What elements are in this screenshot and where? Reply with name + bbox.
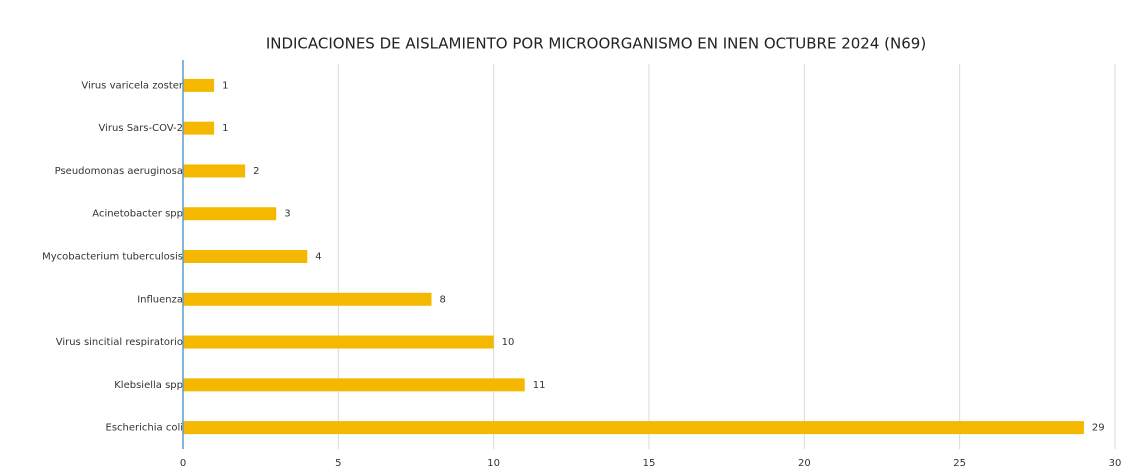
category-label: Escherichia coli: [106, 423, 184, 434]
x-tick-label: 15: [643, 458, 656, 469]
category-label: Virus varicela zoster: [81, 80, 184, 91]
x-tick-label: 5: [335, 458, 341, 469]
data-label: 3: [284, 209, 290, 220]
data-label: 4: [315, 252, 321, 263]
category-label: Influenza: [137, 294, 183, 305]
data-label: 10: [502, 337, 515, 348]
bar: [183, 292, 432, 306]
bar: [183, 421, 1084, 435]
category-label: Mycobacterium tuberculosis: [42, 252, 183, 263]
bar: [183, 164, 246, 178]
bar: [183, 335, 494, 349]
x-tick-label: 20: [798, 458, 811, 469]
bar: [183, 250, 308, 263]
data-label: 11: [533, 380, 546, 391]
bar: [183, 207, 277, 221]
data-label: 8: [440, 294, 446, 305]
category-label: Klebsiella spp: [114, 380, 183, 391]
data-label: 1: [222, 123, 228, 134]
bar: [183, 121, 215, 135]
category-label: Pseudomonas aeruginosa: [55, 166, 183, 177]
category-label: Virus Sars-COV-2: [98, 123, 183, 134]
x-tick-label: 25: [953, 458, 966, 469]
category-label: Acinetobacter spp: [92, 209, 183, 220]
x-tick-label: 0: [180, 458, 186, 469]
bar: [183, 78, 215, 92]
data-label: 1: [222, 80, 228, 91]
data-label: 29: [1092, 423, 1105, 434]
bar: [183, 378, 525, 392]
x-tick-label: 30: [1109, 458, 1122, 469]
x-tick-label: 10: [487, 458, 500, 469]
data-label: 2: [253, 166, 259, 177]
category-label: Virus sincitial respiratorio: [56, 337, 183, 348]
chart-title: INDICACIONES DE AISLAMIENTO POR MICROORG…: [266, 35, 926, 53]
